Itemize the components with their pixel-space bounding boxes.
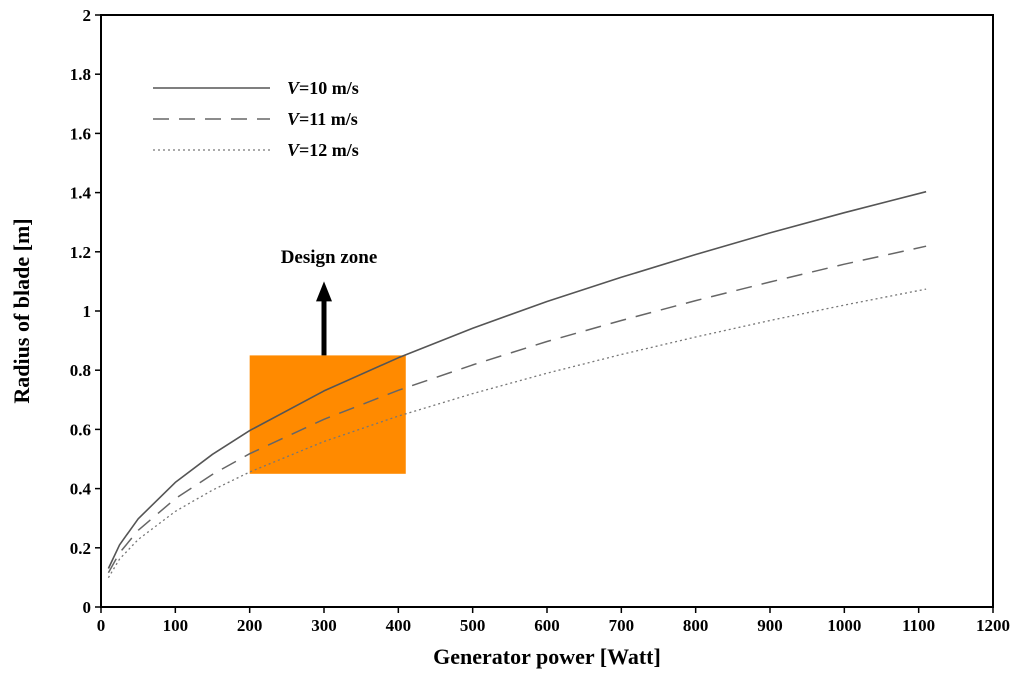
y-tick-label: 0.4: [70, 480, 92, 499]
series-line-0: [107, 190, 927, 569]
x-axis-title: Generator power [Watt]: [433, 644, 661, 669]
x-tick-label: 300: [311, 616, 337, 635]
y-tick-label: 0.8: [70, 361, 91, 380]
y-tick-label: 1.8: [70, 65, 91, 84]
x-tick-label: 1000: [827, 616, 861, 635]
y-tick-label: 2: [83, 6, 92, 25]
annotation-layer: Design zone: [281, 247, 378, 356]
ticks-layer: 0 100 200 300 400 500 600 700 800 900 1000 1100 1200…: [70, 6, 1010, 635]
legend-label-2: V=12 m/s: [287, 140, 359, 160]
series-line-2: [107, 288, 927, 579]
series-layer: [107, 190, 927, 579]
y-axis-title: Radius of blade [m]: [9, 218, 34, 403]
y-tick-label: 1.2: [70, 243, 91, 262]
x-tick-label: 0: [97, 616, 106, 635]
design-zone-layer: [249, 355, 406, 474]
x-tick-label: 400: [386, 616, 412, 635]
x-tick-label: 900: [757, 616, 783, 635]
y-tick-label: 0.6: [70, 420, 91, 439]
design-zone-region: [249, 355, 406, 474]
x-tick-label: 1100: [902, 616, 935, 635]
legend-label-1: V=11 m/s: [287, 109, 358, 129]
series-line-1: [107, 245, 927, 574]
y-tick-label: 1.6: [70, 124, 91, 143]
y-tick-label: 1: [83, 302, 92, 321]
design-zone-arrow-head: [316, 281, 332, 302]
legend-label-0: V=10 m/s: [287, 78, 359, 98]
legend: V=10 m/s V=11 m/s V=12 m/s: [153, 78, 359, 160]
design-zone-label: Design zone: [281, 247, 378, 268]
x-tick-label: 500: [460, 616, 486, 635]
x-tick-label: 100: [163, 616, 189, 635]
y-tick-label: 1.4: [70, 184, 92, 203]
y-tick-label: 0: [83, 598, 92, 617]
x-tick-label: 700: [609, 616, 635, 635]
x-tick-label: 600: [534, 616, 560, 635]
y-tick-label: 0.2: [70, 539, 91, 558]
x-tick-label: 200: [237, 616, 263, 635]
x-tick-label: 1200: [976, 616, 1010, 635]
x-tick-label: 800: [683, 616, 709, 635]
